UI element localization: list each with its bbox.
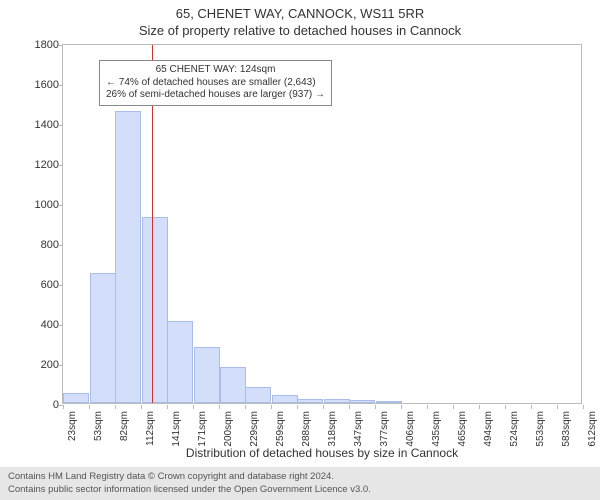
x-tick-label: 318sqm [327, 411, 338, 447]
histogram-bar [115, 111, 141, 403]
histogram-bar [245, 387, 271, 403]
x-tick-label: 82sqm [119, 411, 130, 441]
histogram-bar [142, 217, 168, 403]
x-tick-mark [583, 405, 584, 409]
y-tick-mark [59, 285, 63, 286]
x-tick-label: 112sqm [145, 411, 156, 446]
y-tick-mark [59, 365, 63, 366]
x-tick-mark [505, 405, 506, 409]
x-tick-label: 171sqm [197, 411, 208, 447]
y-tick-label: 400 [25, 319, 59, 331]
x-tick-mark [219, 405, 220, 409]
footer: Contains HM Land Registry data © Crown c… [0, 467, 600, 500]
y-tick-label: 1400 [25, 119, 59, 131]
x-tick-label: 23sqm [67, 411, 78, 441]
x-tick-mark [531, 405, 532, 409]
y-tick-label: 1600 [25, 79, 59, 91]
x-tick-mark [427, 405, 428, 409]
x-tick-mark [557, 405, 558, 409]
x-tick-label: 377sqm [379, 411, 390, 447]
x-tick-mark [453, 405, 454, 409]
x-tick-label: 435sqm [431, 411, 442, 447]
y-tick-mark [59, 45, 63, 46]
x-tick-label: 259sqm [275, 411, 286, 447]
annotation-box: 65 CHENET WAY: 124sqm← 74% of detached h… [99, 60, 332, 106]
histogram-bar [90, 273, 116, 403]
x-tick-label: 553sqm [535, 411, 546, 447]
y-tick-label: 0 [25, 399, 59, 411]
y-tick-label: 800 [25, 239, 59, 251]
y-tick-label: 1800 [25, 39, 59, 51]
y-tick-mark [59, 85, 63, 86]
x-tick-label: 612sqm [587, 411, 598, 447]
x-tick-mark [323, 405, 324, 409]
page-title-line1: 65, CHENET WAY, CANNOCK, WS11 5RR [0, 0, 600, 21]
chart-container: 65, CHENET WAY, CANNOCK, WS11 5RR Size o… [0, 0, 600, 500]
annotation-line1: 65 CHENET WAY: 124sqm [106, 64, 325, 77]
x-tick-label: 200sqm [223, 411, 234, 447]
x-tick-label: 406sqm [405, 411, 416, 447]
x-axis-label: Distribution of detached houses by size … [62, 446, 582, 460]
histogram-bar [167, 321, 193, 403]
x-tick-label: 524sqm [509, 411, 520, 447]
y-tick-mark [59, 245, 63, 246]
y-tick-label: 200 [25, 359, 59, 371]
x-tick-mark [167, 405, 168, 409]
x-tick-mark [245, 405, 246, 409]
x-tick-label: 347sqm [353, 411, 364, 447]
x-tick-mark [141, 405, 142, 409]
x-tick-label: 583sqm [561, 411, 572, 447]
x-tick-label: 494sqm [483, 411, 494, 447]
histogram-bar [272, 395, 298, 403]
x-tick-mark [115, 405, 116, 409]
x-tick-label: 288sqm [301, 411, 312, 447]
annotation-line2: ← 74% of detached houses are smaller (2,… [106, 77, 325, 90]
x-tick-label: 229sqm [249, 411, 260, 447]
x-tick-mark [375, 405, 376, 409]
plot-region: 02004006008001000120014001600180023sqm53… [62, 44, 582, 404]
histogram-bar [297, 399, 323, 403]
histogram-bar [63, 393, 89, 403]
page-title-line2: Size of property relative to detached ho… [0, 21, 600, 38]
histogram-bar [220, 367, 246, 403]
chart-area: Number of detached properties 0200400600… [62, 44, 582, 404]
footer-line1: Contains HM Land Registry data © Crown c… [8, 471, 592, 483]
x-tick-mark [297, 405, 298, 409]
x-tick-mark [349, 405, 350, 409]
x-tick-label: 53sqm [93, 411, 104, 441]
annotation-line3: 26% of semi-detached houses are larger (… [106, 89, 325, 102]
footer-line2: Contains public sector information licen… [8, 484, 592, 496]
y-tick-label: 1200 [25, 159, 59, 171]
x-tick-label: 465sqm [457, 411, 468, 447]
histogram-bar [349, 400, 375, 403]
y-tick-label: 600 [25, 279, 59, 291]
histogram-bar [324, 399, 350, 403]
x-tick-mark [89, 405, 90, 409]
y-tick-label: 1000 [25, 199, 59, 211]
y-tick-mark [59, 325, 63, 326]
histogram-bar [376, 401, 402, 403]
x-tick-label: 141sqm [171, 411, 182, 447]
x-tick-mark [193, 405, 194, 409]
x-tick-mark [479, 405, 480, 409]
x-tick-mark [271, 405, 272, 409]
y-tick-mark [59, 125, 63, 126]
x-tick-mark [63, 405, 64, 409]
y-tick-mark [59, 205, 63, 206]
x-tick-mark [401, 405, 402, 409]
y-tick-mark [59, 165, 63, 166]
histogram-bar [194, 347, 220, 403]
